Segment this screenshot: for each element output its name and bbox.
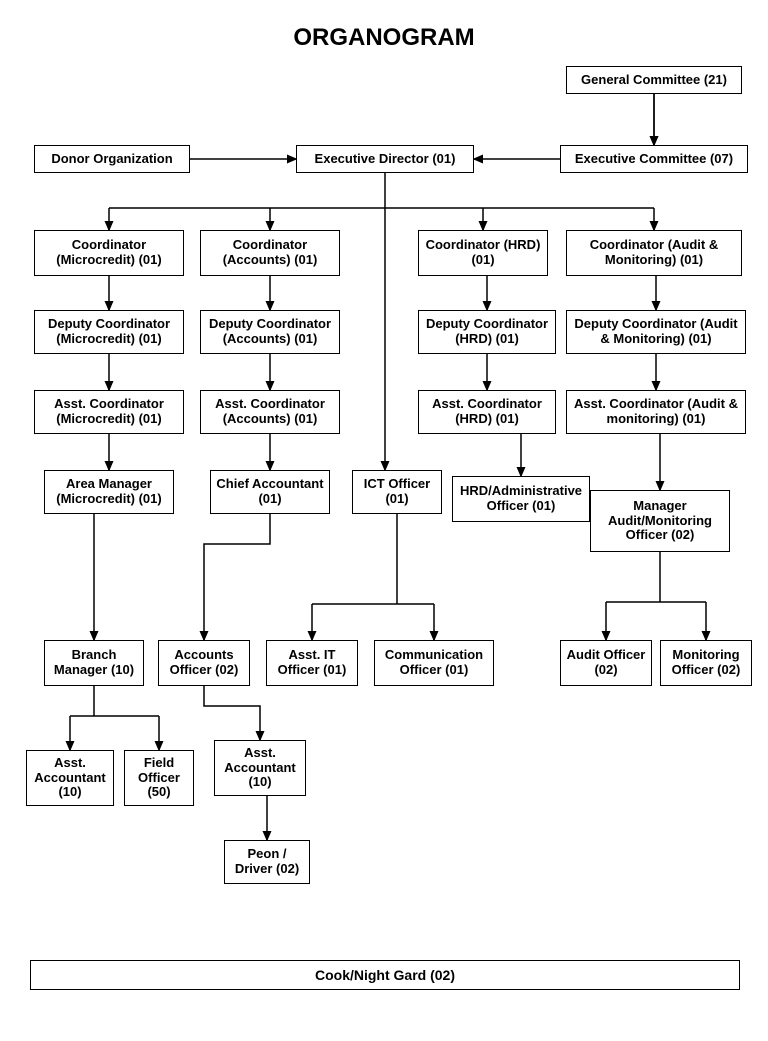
node-dep-audit: Deputy Coordinator (Audit & Monitoring) … [566,310,746,354]
node-cook: Cook/Night Gard (02) [30,960,740,990]
node-general-committee: General Committee (21) [566,66,742,94]
node-dep-acc: Deputy Coordinator (Accounts) (01) [200,310,340,354]
node-exec-committee: Executive Committee (07) [560,145,748,173]
node-asst-hrd: Asst. Coordinator (HRD) (01) [418,390,556,434]
node-coord-micro: Coordinator (Microcredit) (01) [34,230,184,276]
node-area-mgr: Area Manager (Microcredit) (01) [44,470,174,514]
node-asst-it: Asst. IT Officer (01) [266,640,358,686]
node-monitor-off: Monitoring Officer (02) [660,640,752,686]
node-exec-director: Executive Director (01) [296,145,474,173]
node-dep-hrd: Deputy Coordinator (HRD) (01) [418,310,556,354]
node-asst-micro: Asst. Coordinator (Microcredit) (01) [34,390,184,434]
organogram-canvas: ORGANOGRAM General Committee (21)Donor O… [0,0,768,1041]
node-ict-officer: ICT Officer (01) [352,470,442,514]
node-coord-audit: Coordinator (Audit & Monitoring) (01) [566,230,742,276]
node-asst-acc: Asst. Coordinator (Accounts) (01) [200,390,340,434]
node-audit-off: Audit Officer (02) [560,640,652,686]
node-accounts-off: Accounts Officer (02) [158,640,250,686]
node-dep-micro: Deputy Coordinator (Microcredit) (01) [34,310,184,354]
node-comm-off: Communication Officer (01) [374,640,494,686]
node-coord-acc: Coordinator (Accounts) (01) [200,230,340,276]
node-hrd-admin: HRD/Administrative Officer (01) [452,476,590,522]
node-asst-acct10-a: Asst. Accountant (10) [26,750,114,806]
node-asst-acct10-b: Asst. Accountant (10) [214,740,306,796]
node-mgr-audit: Manager Audit/Monitoring Officer (02) [590,490,730,552]
node-field-off: Field Officer (50) [124,750,194,806]
node-chief-acc: Chief Accountant (01) [210,470,330,514]
node-coord-hrd: Coordinator (HRD) (01) [418,230,548,276]
node-branch-mgr: Branch Manager (10) [44,640,144,686]
node-asst-audit: Asst. Coordinator (Audit & monitoring) (… [566,390,746,434]
node-peon: Peon / Driver (02) [224,840,310,884]
node-donor-org: Donor Organization [34,145,190,173]
